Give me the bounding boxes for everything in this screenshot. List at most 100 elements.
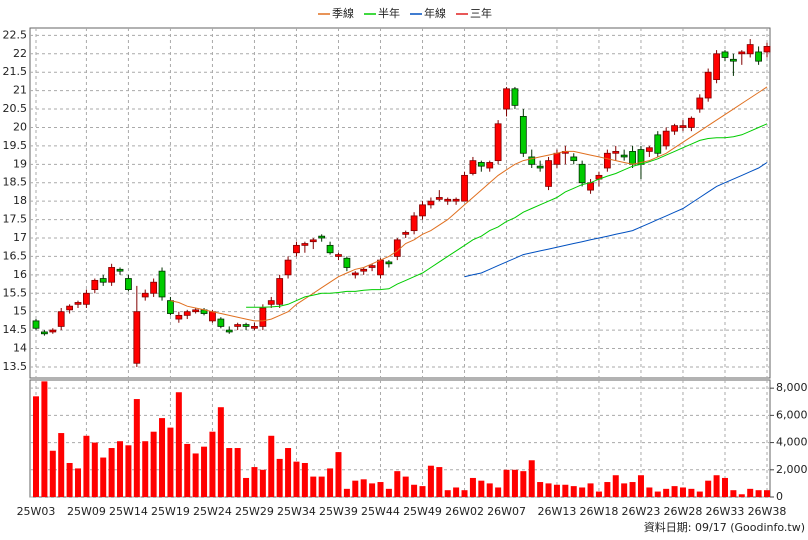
volume-bar: [150, 431, 157, 497]
x-tick-label: 26W18: [580, 505, 619, 518]
volume-bar: [201, 446, 208, 497]
legend-label: 半年: [378, 6, 400, 20]
volume-bar: [285, 448, 292, 497]
candle-body: [461, 174, 468, 202]
volume-bar: [478, 480, 485, 497]
candle-body: [267, 300, 275, 305]
candle-body: [41, 331, 48, 335]
candle-body: [427, 200, 435, 206]
y-tick-label: 13.5: [3, 360, 28, 373]
x-tick-label: 26W23: [622, 505, 661, 518]
candle-body: [141, 292, 149, 298]
candle-body: [32, 320, 40, 329]
candle-body: [629, 151, 636, 165]
candle-body: [309, 239, 317, 243]
x-tick-label: 25W19: [151, 505, 190, 518]
volume-bar: [671, 486, 678, 497]
candle-body: [234, 324, 242, 327]
volume-bar: [125, 445, 132, 497]
volume-bar: [100, 457, 107, 497]
volume-bar: [764, 490, 770, 497]
volume-bar: [377, 482, 384, 497]
candle-body: [251, 326, 258, 329]
candle-body: [662, 130, 670, 147]
candle-body: [209, 311, 216, 322]
y2-tick-label: 8,000: [776, 381, 808, 394]
candle-body: [158, 270, 166, 298]
candle-body: [259, 307, 267, 327]
volume-bar: [192, 453, 199, 497]
volume-bar: [58, 433, 65, 497]
volume-bar: [570, 486, 577, 497]
x-tick-label: 26W13: [538, 505, 577, 518]
candle-body: [528, 156, 536, 165]
footer: 資料日期: 09/17 (Goodinfo.tw): [644, 520, 805, 534]
x-tick-label: 26W38: [748, 505, 787, 518]
volume-bar: [369, 483, 376, 497]
candle-body: [687, 117, 695, 128]
volume-bar: [259, 469, 266, 497]
volume-bar: [562, 484, 569, 497]
candle-body: [276, 278, 284, 305]
candle-body: [301, 243, 309, 246]
y2-tick-label: 0: [776, 490, 783, 503]
candle-body: [729, 58, 737, 62]
x-tick-label: 25W14: [109, 505, 148, 518]
y-tick-label: 21.5: [3, 65, 28, 78]
candle-body: [74, 302, 82, 305]
legend-label: 季線: [332, 6, 354, 20]
candle-body: [620, 154, 628, 158]
volume-bar: [747, 488, 754, 497]
volume-bar: [436, 467, 443, 497]
x-tick-label: 26W28: [664, 505, 703, 518]
candle-body: [696, 97, 704, 110]
volume-bar: [402, 476, 409, 497]
volume-bar: [654, 491, 661, 497]
candle-body: [360, 268, 368, 272]
volume-bar: [587, 483, 594, 497]
volume-bar: [293, 461, 300, 497]
volume-bar: [721, 477, 728, 497]
volume-bar: [75, 468, 82, 497]
candle-body: [293, 244, 300, 254]
candle-body: [125, 278, 132, 290]
candle-body: [578, 163, 586, 184]
volume-bar: [301, 462, 308, 497]
candle-body: [377, 259, 384, 276]
candle-body: [167, 300, 174, 314]
volume-bar: [604, 482, 611, 497]
candle-body: [351, 272, 359, 276]
volume-bar: [184, 443, 191, 497]
volume-bar: [679, 487, 686, 497]
candle-body: [410, 215, 418, 232]
candle-body: [713, 53, 720, 80]
y-tick-label: 17.5: [3, 213, 28, 226]
candle-body: [108, 267, 116, 283]
candle-body: [66, 305, 74, 311]
candle-body: [654, 134, 662, 154]
volume-bar: [352, 480, 359, 497]
volume-bar: [629, 482, 636, 497]
candle-body: [116, 268, 124, 272]
ma-line: [464, 162, 768, 278]
volume-bar: [343, 488, 350, 497]
volume-bar: [394, 471, 401, 497]
candle-body: [587, 182, 594, 191]
candle-body: [553, 152, 561, 165]
candle-body: [444, 198, 452, 202]
y-tick-label: 14.5: [3, 323, 28, 336]
volume-bar: [579, 487, 586, 497]
candle-body: [402, 232, 410, 235]
volume-bar: [318, 476, 325, 497]
volume-bar: [646, 487, 653, 497]
candle-body: [49, 329, 57, 333]
candle-body: [679, 125, 687, 128]
volume-bar: [49, 450, 56, 497]
y-tick-label: 19.5: [3, 139, 28, 152]
volume-bar: [251, 467, 258, 497]
y2-tick-label: 4,000: [776, 436, 808, 449]
candle-body: [570, 156, 578, 162]
candle-body: [335, 254, 342, 257]
volume-bar: [486, 483, 493, 497]
volume-bar: [335, 452, 342, 497]
